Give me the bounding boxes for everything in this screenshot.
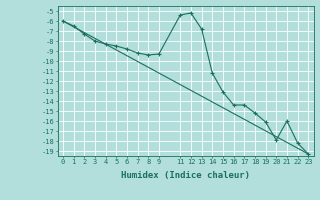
X-axis label: Humidex (Indice chaleur): Humidex (Indice chaleur) <box>121 171 250 180</box>
